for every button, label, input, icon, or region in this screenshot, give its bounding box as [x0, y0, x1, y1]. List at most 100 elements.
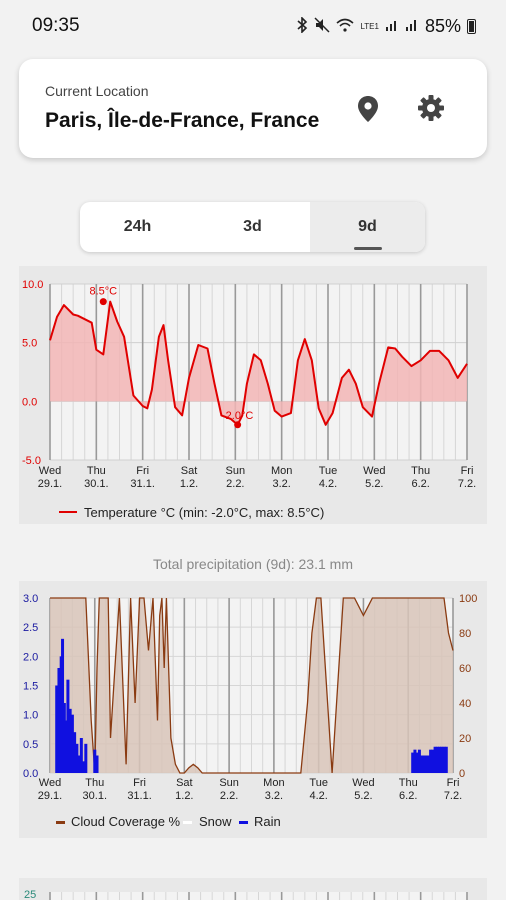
- temperature-line: [49, 300, 468, 426]
- rain-bar: [435, 746, 439, 773]
- y-tick-label-left: 3.0: [23, 593, 38, 605]
- x-tick-label: 31.1.: [127, 790, 151, 802]
- x-tick-label: 29.1.: [38, 478, 62, 490]
- rain-bar: [84, 743, 88, 773]
- range-tabs: 24h 3d 9d: [80, 202, 425, 252]
- x-tick-label: Tue: [309, 777, 328, 789]
- lte-label: LTE1: [360, 21, 379, 31]
- x-tick-label: Wed: [352, 777, 374, 789]
- precipitation-total: Total precipitation (9d): 23.1 mm: [153, 556, 353, 572]
- x-tick-label: 30.1.: [83, 790, 107, 802]
- rain-bar: [95, 755, 99, 773]
- temperature-chart[interactable]: 10.0 5.0 0.0 -5.0 8.5°C -2.0°C Wed 29.1. Thu 30.1…: [19, 266, 487, 524]
- x-tick-label: Wed: [363, 465, 385, 477]
- x-tick-label: Fri: [447, 777, 460, 789]
- location-pin-icon[interactable]: [356, 95, 380, 123]
- legend-label-cloud: Cloud Coverage %: [71, 814, 181, 829]
- rain-bar: [70, 714, 74, 773]
- next-chart-svg: 25: [24, 889, 468, 900]
- settings-gear-icon[interactable]: [417, 94, 445, 122]
- x-tick-label: Thu: [87, 465, 106, 477]
- next-chart: 25: [19, 878, 487, 900]
- location-label: Current Location: [45, 83, 149, 99]
- status-bar: 09:35 LTE1 85%: [0, 0, 506, 52]
- x-tick-label: Thu: [399, 777, 418, 789]
- cloud-coverage-line: [50, 597, 454, 774]
- legend-label-rain: Rain: [254, 814, 281, 829]
- mute-icon: [314, 16, 330, 36]
- rain-bar: [55, 685, 59, 773]
- extreme-marker: [99, 298, 107, 306]
- y-tick-label-right: 20: [459, 733, 471, 745]
- y-tick-label-right: 100: [459, 593, 477, 605]
- rain-bar: [93, 749, 97, 773]
- extreme-label: 8.5°C: [89, 286, 117, 298]
- x-tick-label: 7.2.: [444, 790, 462, 802]
- location-name: Paris, Île-de-France, France: [45, 109, 320, 132]
- x-tick-label: Thu: [85, 777, 104, 789]
- signal-icon: [385, 18, 399, 35]
- rain-bar: [79, 738, 83, 773]
- tab-24h[interactable]: 24h: [123, 218, 152, 235]
- x-tick-label: 30.1.: [84, 478, 108, 490]
- rain-bar: [431, 749, 435, 773]
- extreme-label: -2.0°C: [222, 410, 253, 422]
- legend-swatch-cloud: [56, 821, 65, 824]
- rain-bar: [413, 749, 417, 773]
- x-tick-label: 2.2.: [220, 790, 238, 802]
- rain-bar: [424, 755, 428, 773]
- y-tick-label-left: 1.5: [23, 681, 38, 693]
- cloud-coverage-area: [50, 598, 453, 773]
- y-tick-label: 25: [24, 889, 36, 900]
- y-tick-label: -5.0: [22, 455, 41, 467]
- rain-bar: [426, 755, 430, 773]
- rain-bar: [444, 746, 448, 773]
- y-tick-label: 5.0: [22, 338, 37, 350]
- y-tick-label-left: 0.0: [23, 768, 38, 780]
- rain-bar: [440, 746, 444, 773]
- x-tick-label: Fri: [133, 777, 146, 789]
- x-tick-label: 6.2.: [399, 790, 417, 802]
- location-card[interactable]: Current Location Paris, Île-de-France, F…: [19, 59, 487, 158]
- signal-icon-2: [405, 18, 419, 35]
- precipitation-chart[interactable]: 3.0 2.5 2.0 1.5 1.0 0.5 0.0 100 80 60 40 20 0 Wed 29.1…: [19, 581, 487, 838]
- legend-label-snow: Snow: [199, 814, 232, 829]
- x-tick-label: 2.2.: [226, 478, 244, 490]
- y-tick-label-right: 0: [459, 768, 465, 780]
- y-tick-label: 10.0: [22, 279, 43, 291]
- x-tick-label: 4.2.: [309, 790, 327, 802]
- rain-bar: [66, 679, 70, 773]
- battery-icon: [467, 18, 476, 34]
- rain-bar: [75, 743, 79, 773]
- rain-bar: [77, 755, 81, 773]
- x-tick-label: Thu: [411, 465, 430, 477]
- temperature-chart-svg: 10.05.00.0-5.08.5°C-2.0°CWed29.1.Thu30.1…: [22, 279, 476, 520]
- x-tick-label: 4.2.: [319, 478, 337, 490]
- wifi-icon: [336, 18, 354, 35]
- x-tick-label: 6.2.: [411, 478, 429, 490]
- x-tick-label: Wed: [39, 465, 61, 477]
- y-tick-label-left: 2.5: [23, 622, 38, 634]
- y-tick-label-left: 1.0: [23, 710, 38, 722]
- x-tick-label: 31.1.: [130, 478, 154, 490]
- rain-bar: [82, 761, 86, 773]
- rain-bar: [433, 746, 437, 773]
- battery-percent: 85%: [424, 15, 461, 36]
- legend-label-temperature: Temperature °C (min: -2.0°C, max: 8.5°C): [84, 505, 324, 520]
- rain-bar: [429, 749, 433, 773]
- rain-bar: [442, 746, 446, 773]
- x-tick-label: Fri: [136, 465, 149, 477]
- y-tick-label-left: 0.5: [23, 739, 38, 751]
- x-tick-label: Sat: [181, 465, 198, 477]
- tab-9d[interactable]: 9d: [310, 202, 425, 252]
- rain-bar: [57, 668, 61, 773]
- rain-bar: [422, 755, 426, 773]
- bluetooth-icon: [296, 15, 308, 36]
- x-tick-label: Mon: [263, 777, 284, 789]
- x-tick-label: Fri: [461, 465, 474, 477]
- rain-bar: [420, 755, 424, 773]
- rain-bar: [73, 732, 77, 773]
- y-tick-label-right: 40: [459, 698, 471, 710]
- tab-3d[interactable]: 3d: [243, 218, 262, 235]
- x-tick-label: 29.1.: [38, 790, 62, 802]
